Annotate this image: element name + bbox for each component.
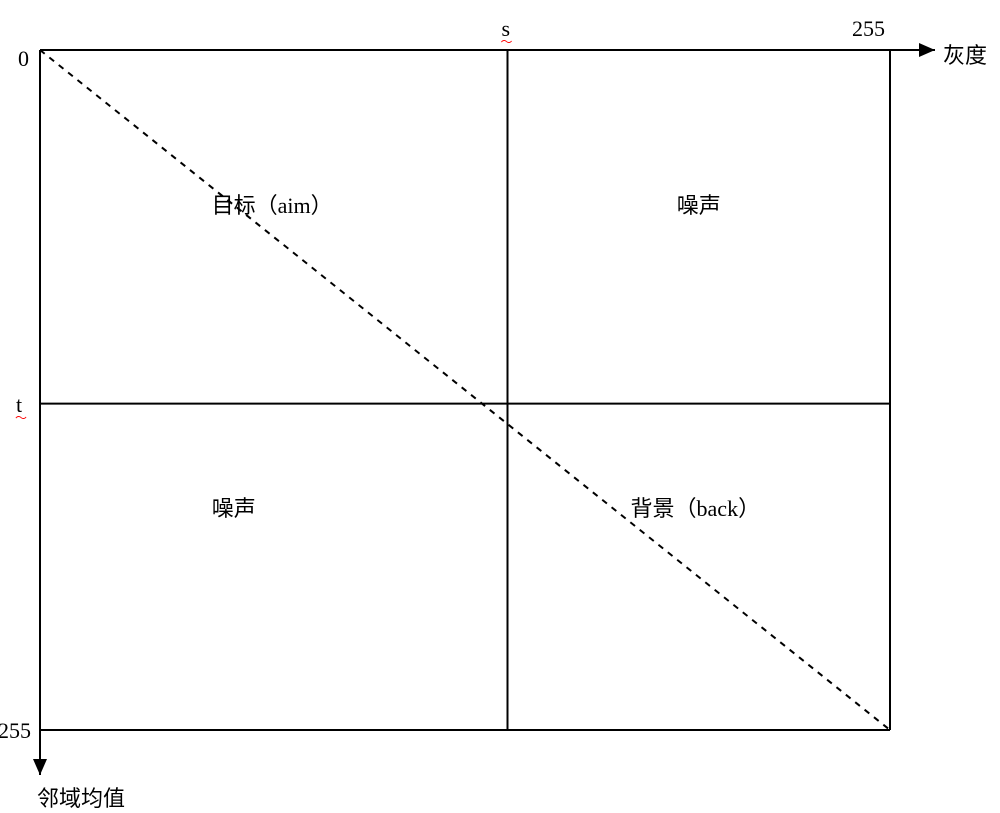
- quadrant-bottom-right-label: 背景（back）: [631, 491, 761, 523]
- x-axis-label: 灰度: [943, 38, 987, 70]
- quadrant-top-left-label: 目标（aim）: [212, 188, 333, 220]
- x-origin-tick: 0: [18, 46, 29, 72]
- quadrant-bottom-left-label: 噪声: [212, 491, 256, 523]
- diagram-container: 0 s ～ 255 灰度 t ～ 255 邻域均值 目标（aim） 噪声 噪声 …: [0, 0, 1000, 810]
- quadrant-svg: [0, 0, 1000, 810]
- x-max-tick: 255: [852, 16, 885, 42]
- y-axis-label: 邻域均值: [37, 781, 125, 813]
- y-max-tick: 255: [0, 718, 31, 744]
- x-mid-tick-underline: ～: [501, 38, 513, 46]
- quadrant-top-right-label: 噪声: [677, 188, 721, 220]
- y-mid-tick-underline: ～: [15, 414, 27, 422]
